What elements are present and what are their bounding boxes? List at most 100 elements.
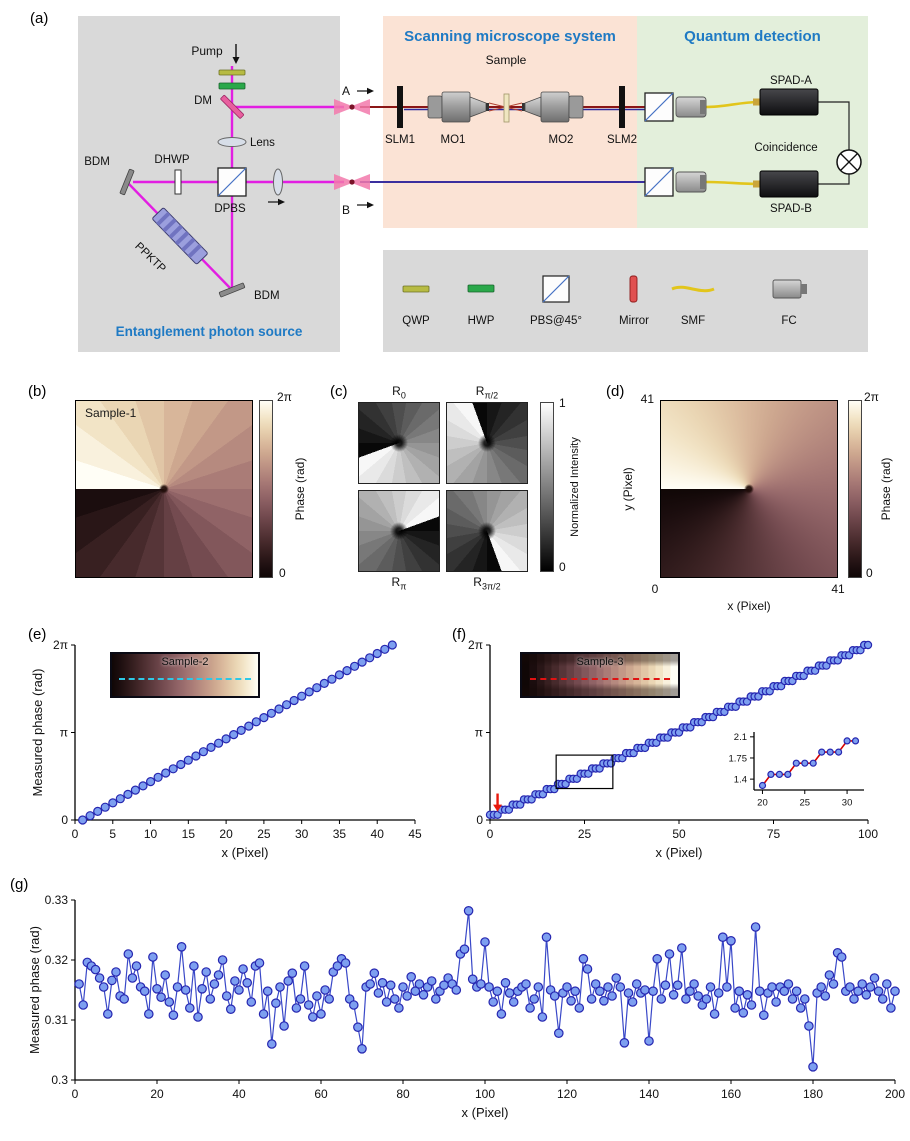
coincidence-wire-b <box>818 174 850 185</box>
data-marker <box>804 1021 814 1031</box>
data-marker <box>297 691 307 701</box>
detection-box-title: Quantum detection <box>684 28 821 45</box>
x-axis-title: x (Pixel) <box>656 845 703 860</box>
data-marker <box>562 982 572 992</box>
r-3pi2-label: R3π/2 <box>473 575 501 592</box>
data-marker <box>549 991 560 1001</box>
data-marker <box>189 961 199 971</box>
colorbar-c <box>540 402 554 572</box>
data-marker <box>299 961 310 971</box>
data-marker <box>168 1010 179 1020</box>
data-marker <box>394 1003 404 1013</box>
data-marker <box>193 1012 203 1022</box>
data-marker <box>130 785 141 795</box>
sample3-inset-label: Sample-3 <box>576 656 624 668</box>
data-marker <box>230 976 240 986</box>
data-marker <box>791 986 802 996</box>
data-marker <box>890 986 900 996</box>
dhwp-label: DHWP <box>154 154 189 166</box>
data-marker <box>279 1021 289 1031</box>
x-tick-label: 15 <box>182 827 196 841</box>
data-marker <box>463 905 474 916</box>
x-axis-title: x (Pixel) <box>222 845 269 860</box>
dhwp-plate <box>174 169 182 195</box>
data-marker <box>644 1036 654 1046</box>
data-marker <box>148 952 158 962</box>
data-marker <box>656 994 667 1004</box>
data-marker <box>271 998 281 1008</box>
lens-vertical <box>273 168 283 196</box>
data-marker <box>153 772 163 782</box>
d-ylabel: y (Pixel) <box>621 467 635 511</box>
coincidence-circuit <box>836 149 862 175</box>
plot-sample3-zoom-inset: 20 25 30 1.4 1.75 2.1 <box>729 732 864 809</box>
data-marker <box>886 1003 896 1013</box>
data-marker <box>873 986 884 996</box>
data-marker <box>320 985 330 995</box>
bdm-mirror-left <box>119 168 135 196</box>
data-marker <box>529 994 539 1004</box>
mo1-label: MO1 <box>441 134 466 146</box>
x-tick-label: 20 <box>219 827 233 841</box>
ppktp-crystal <box>152 207 208 265</box>
r-pi2-label: Rπ/2 <box>475 384 499 401</box>
quantum-detection-box <box>637 16 868 228</box>
data-marker <box>508 997 519 1007</box>
y-axis-title: Measured phase (rad) <box>30 926 42 1054</box>
intensity-image-r-pi2 <box>446 402 528 484</box>
data-marker <box>586 994 597 1004</box>
dpbs-cube <box>217 167 247 197</box>
colorbar-d-max: 2π <box>864 390 879 404</box>
data-marker <box>533 982 544 992</box>
data-marker <box>217 955 228 965</box>
data-marker <box>85 811 95 821</box>
data-marker <box>607 991 617 1001</box>
data-marker <box>191 751 201 761</box>
data-marker <box>693 991 703 1001</box>
data-marker <box>631 979 642 989</box>
legend-pbs-icon <box>542 275 570 303</box>
data-marker <box>307 1012 318 1022</box>
data-marker <box>238 964 248 974</box>
data-marker <box>289 695 299 706</box>
bdm-bottom-label: BDM <box>254 290 280 302</box>
colorbar-c-label: Normalized Intensity <box>569 437 581 537</box>
data-marker <box>541 932 552 942</box>
intensity-image-r-pi <box>358 490 440 572</box>
data-marker <box>648 986 658 996</box>
data-marker <box>123 789 133 799</box>
x-tick-label: 40 <box>232 1087 246 1101</box>
sample3-inset-image: Sample-3 <box>520 652 680 698</box>
data-marker <box>380 644 390 654</box>
plot-uniform-phase: 0 20 40 60 80 100 120 140 160 180 200 0.3 0.31 0.32 0.… <box>30 893 905 1120</box>
data-marker <box>689 979 699 989</box>
data-marker <box>824 970 835 980</box>
legend-pbs-label: PBS@45° <box>530 315 582 327</box>
data-marker <box>849 994 859 1004</box>
data-marker <box>410 986 421 996</box>
x-tick-label: 120 <box>557 1087 577 1101</box>
data-marker <box>845 982 855 992</box>
data-marker <box>611 973 621 983</box>
data-marker <box>108 798 118 808</box>
data-marker <box>229 729 239 740</box>
data-marker <box>603 982 613 992</box>
data-marker <box>566 996 576 1006</box>
x-tick-label: 0 <box>72 827 79 841</box>
colorbar-c-min: 0 <box>559 560 566 574</box>
data-marker <box>183 755 193 765</box>
data-marker <box>758 781 767 790</box>
spad-a-box <box>753 88 819 116</box>
x-tick-label: 80 <box>396 1087 410 1101</box>
data-marker <box>350 661 360 671</box>
data-marker <box>206 742 216 753</box>
data-marker <box>385 980 396 990</box>
y-tick-label: 1.75 <box>729 753 748 764</box>
data-marker <box>197 984 207 994</box>
y-tick-label: 0.3 <box>51 1073 68 1087</box>
data-marker <box>221 734 231 744</box>
data-marker <box>316 1009 326 1019</box>
x-tick-label: 20 <box>757 798 768 809</box>
highlight-arrow-head <box>493 804 503 812</box>
data-marker <box>795 1003 806 1013</box>
